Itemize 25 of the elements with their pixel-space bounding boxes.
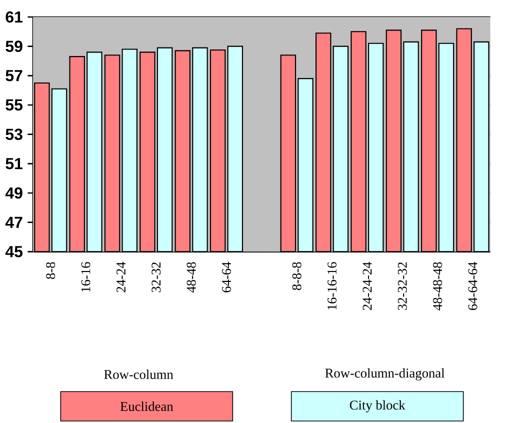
y-tick-label: 47: [5, 216, 22, 228]
x-tick-label: 64-64: [222, 262, 231, 292]
y-tick-label: 49: [5, 187, 22, 199]
x-tick-label: 8-8: [46, 262, 56, 279]
x-tick-label: 24-24: [116, 262, 126, 292]
y-tick-label: 55: [6, 99, 23, 111]
text: Row-column-diagonal: [325, 368, 445, 380]
text: Row-column: [104, 370, 174, 380]
y-tick-label: 45: [5, 246, 23, 258]
x-tick-label: 48-48: [186, 262, 196, 293]
y-tick-label: 51: [6, 158, 23, 170]
x-tick-label: 24-24-24: [362, 262, 372, 310]
x-tick-label: 16-16-16: [328, 262, 337, 310]
y-tick-label: 53: [6, 128, 22, 140]
x-tick-label: 32-32: [152, 262, 161, 292]
text: City block: [350, 400, 406, 412]
x-tick-label: 64-64-64: [468, 262, 478, 310]
y-tick-label: 57: [6, 70, 22, 82]
x-tick-label: 32-32-32: [398, 262, 407, 310]
text: Euclidean: [120, 402, 174, 412]
x-tick-label: 8-8-8: [292, 262, 302, 290]
y-tick-label: 61: [6, 11, 23, 23]
x-tick-label: 48-48-48: [433, 262, 442, 310]
x-tick-label: 16-16: [81, 262, 90, 292]
y-tick-label: 59: [6, 40, 22, 52]
